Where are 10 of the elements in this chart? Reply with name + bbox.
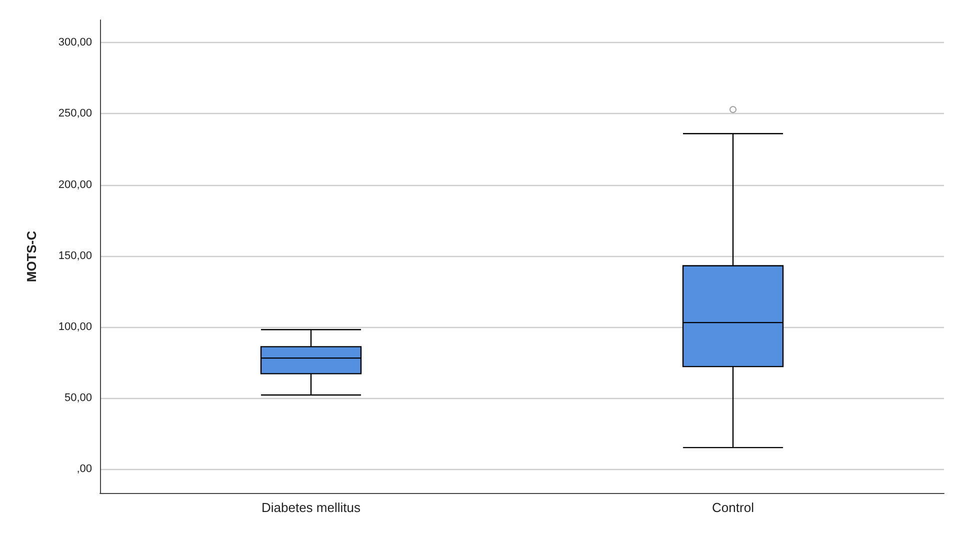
y-tick-label: 50,00 [64, 392, 92, 404]
y-tick-label: 300,00 [58, 36, 92, 49]
y-tick-label: 150,00 [58, 250, 92, 262]
x-tick-label: Diabetes mellitus [262, 500, 361, 515]
y-tick-label: 250,00 [58, 108, 92, 120]
y-tick-label: 100,00 [58, 320, 92, 333]
y-axis-title: MOTS-C [24, 230, 39, 282]
x-tick-label: Control [712, 500, 754, 515]
y-tick-label: 200,00 [58, 178, 92, 191]
y-tick-label: ,00 [76, 462, 92, 475]
